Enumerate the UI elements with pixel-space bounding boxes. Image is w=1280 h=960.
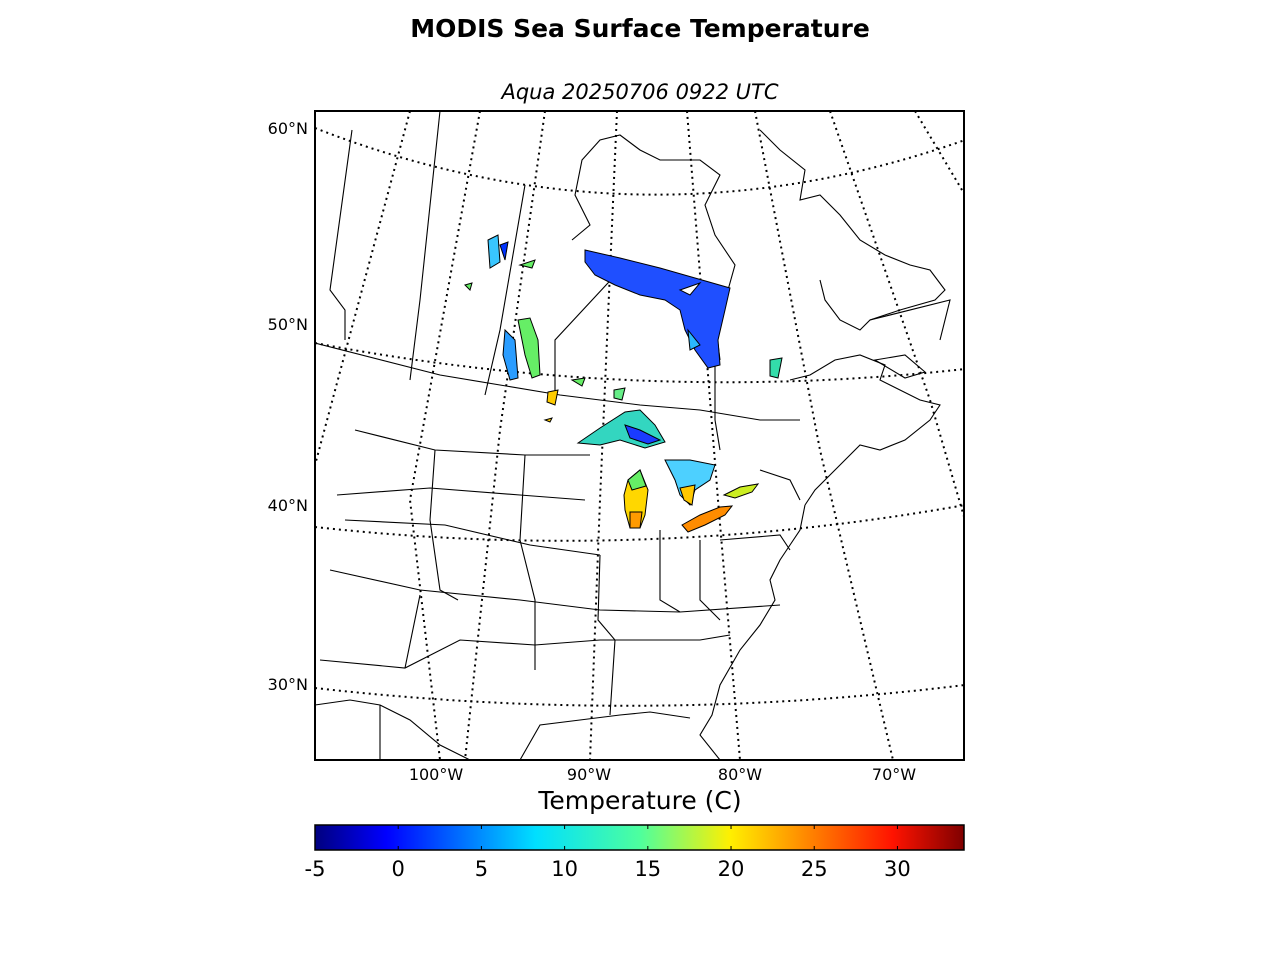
colorbar-tick-label: 20 bbox=[717, 857, 745, 881]
colorbar-tick-label: 30 bbox=[884, 857, 911, 881]
sst-data bbox=[464, 234, 783, 533]
colorbar-tick-label: -5 bbox=[304, 857, 326, 881]
latitude-lines bbox=[315, 127, 964, 707]
colorbar bbox=[314, 824, 965, 851]
sst-lake-winnipeg bbox=[517, 317, 541, 379]
lon-label-90w: 90°W bbox=[566, 765, 612, 784]
colorbar-tick-label: 0 bbox=[391, 857, 405, 881]
colorbar-tick-label: 25 bbox=[800, 857, 828, 881]
lon-label-100w: 100°W bbox=[408, 765, 464, 784]
colorbar-tick-label: 5 bbox=[474, 857, 489, 881]
sst-lake-ontario bbox=[722, 483, 760, 499]
sst-lake-erie bbox=[681, 505, 734, 533]
map-subtitle: Aqua 20250706 0922 UTC bbox=[501, 80, 779, 104]
lat-label-50: 50°N bbox=[267, 315, 308, 334]
lon-label-70w: 70°W bbox=[871, 765, 917, 784]
longitude-lines bbox=[315, 111, 964, 760]
map-panel bbox=[315, 111, 964, 760]
sst-lake-huron bbox=[664, 459, 716, 506]
coastlines bbox=[315, 111, 951, 760]
map-frame bbox=[314, 110, 965, 761]
lat-label-60: 60°N bbox=[267, 119, 308, 138]
lon-label-80w: 80°W bbox=[717, 765, 763, 784]
colorbar-gradient bbox=[314, 824, 965, 851]
map-title: MODIS Sea Surface Temperature bbox=[410, 14, 870, 43]
colorbar-tick-label: 10 bbox=[551, 857, 578, 881]
colorbar-tick-label: 15 bbox=[634, 857, 662, 881]
lat-label-40: 40°N bbox=[267, 496, 308, 515]
lat-label-30: 30°N bbox=[267, 675, 308, 694]
colorbar-title: Temperature (C) bbox=[538, 786, 742, 815]
